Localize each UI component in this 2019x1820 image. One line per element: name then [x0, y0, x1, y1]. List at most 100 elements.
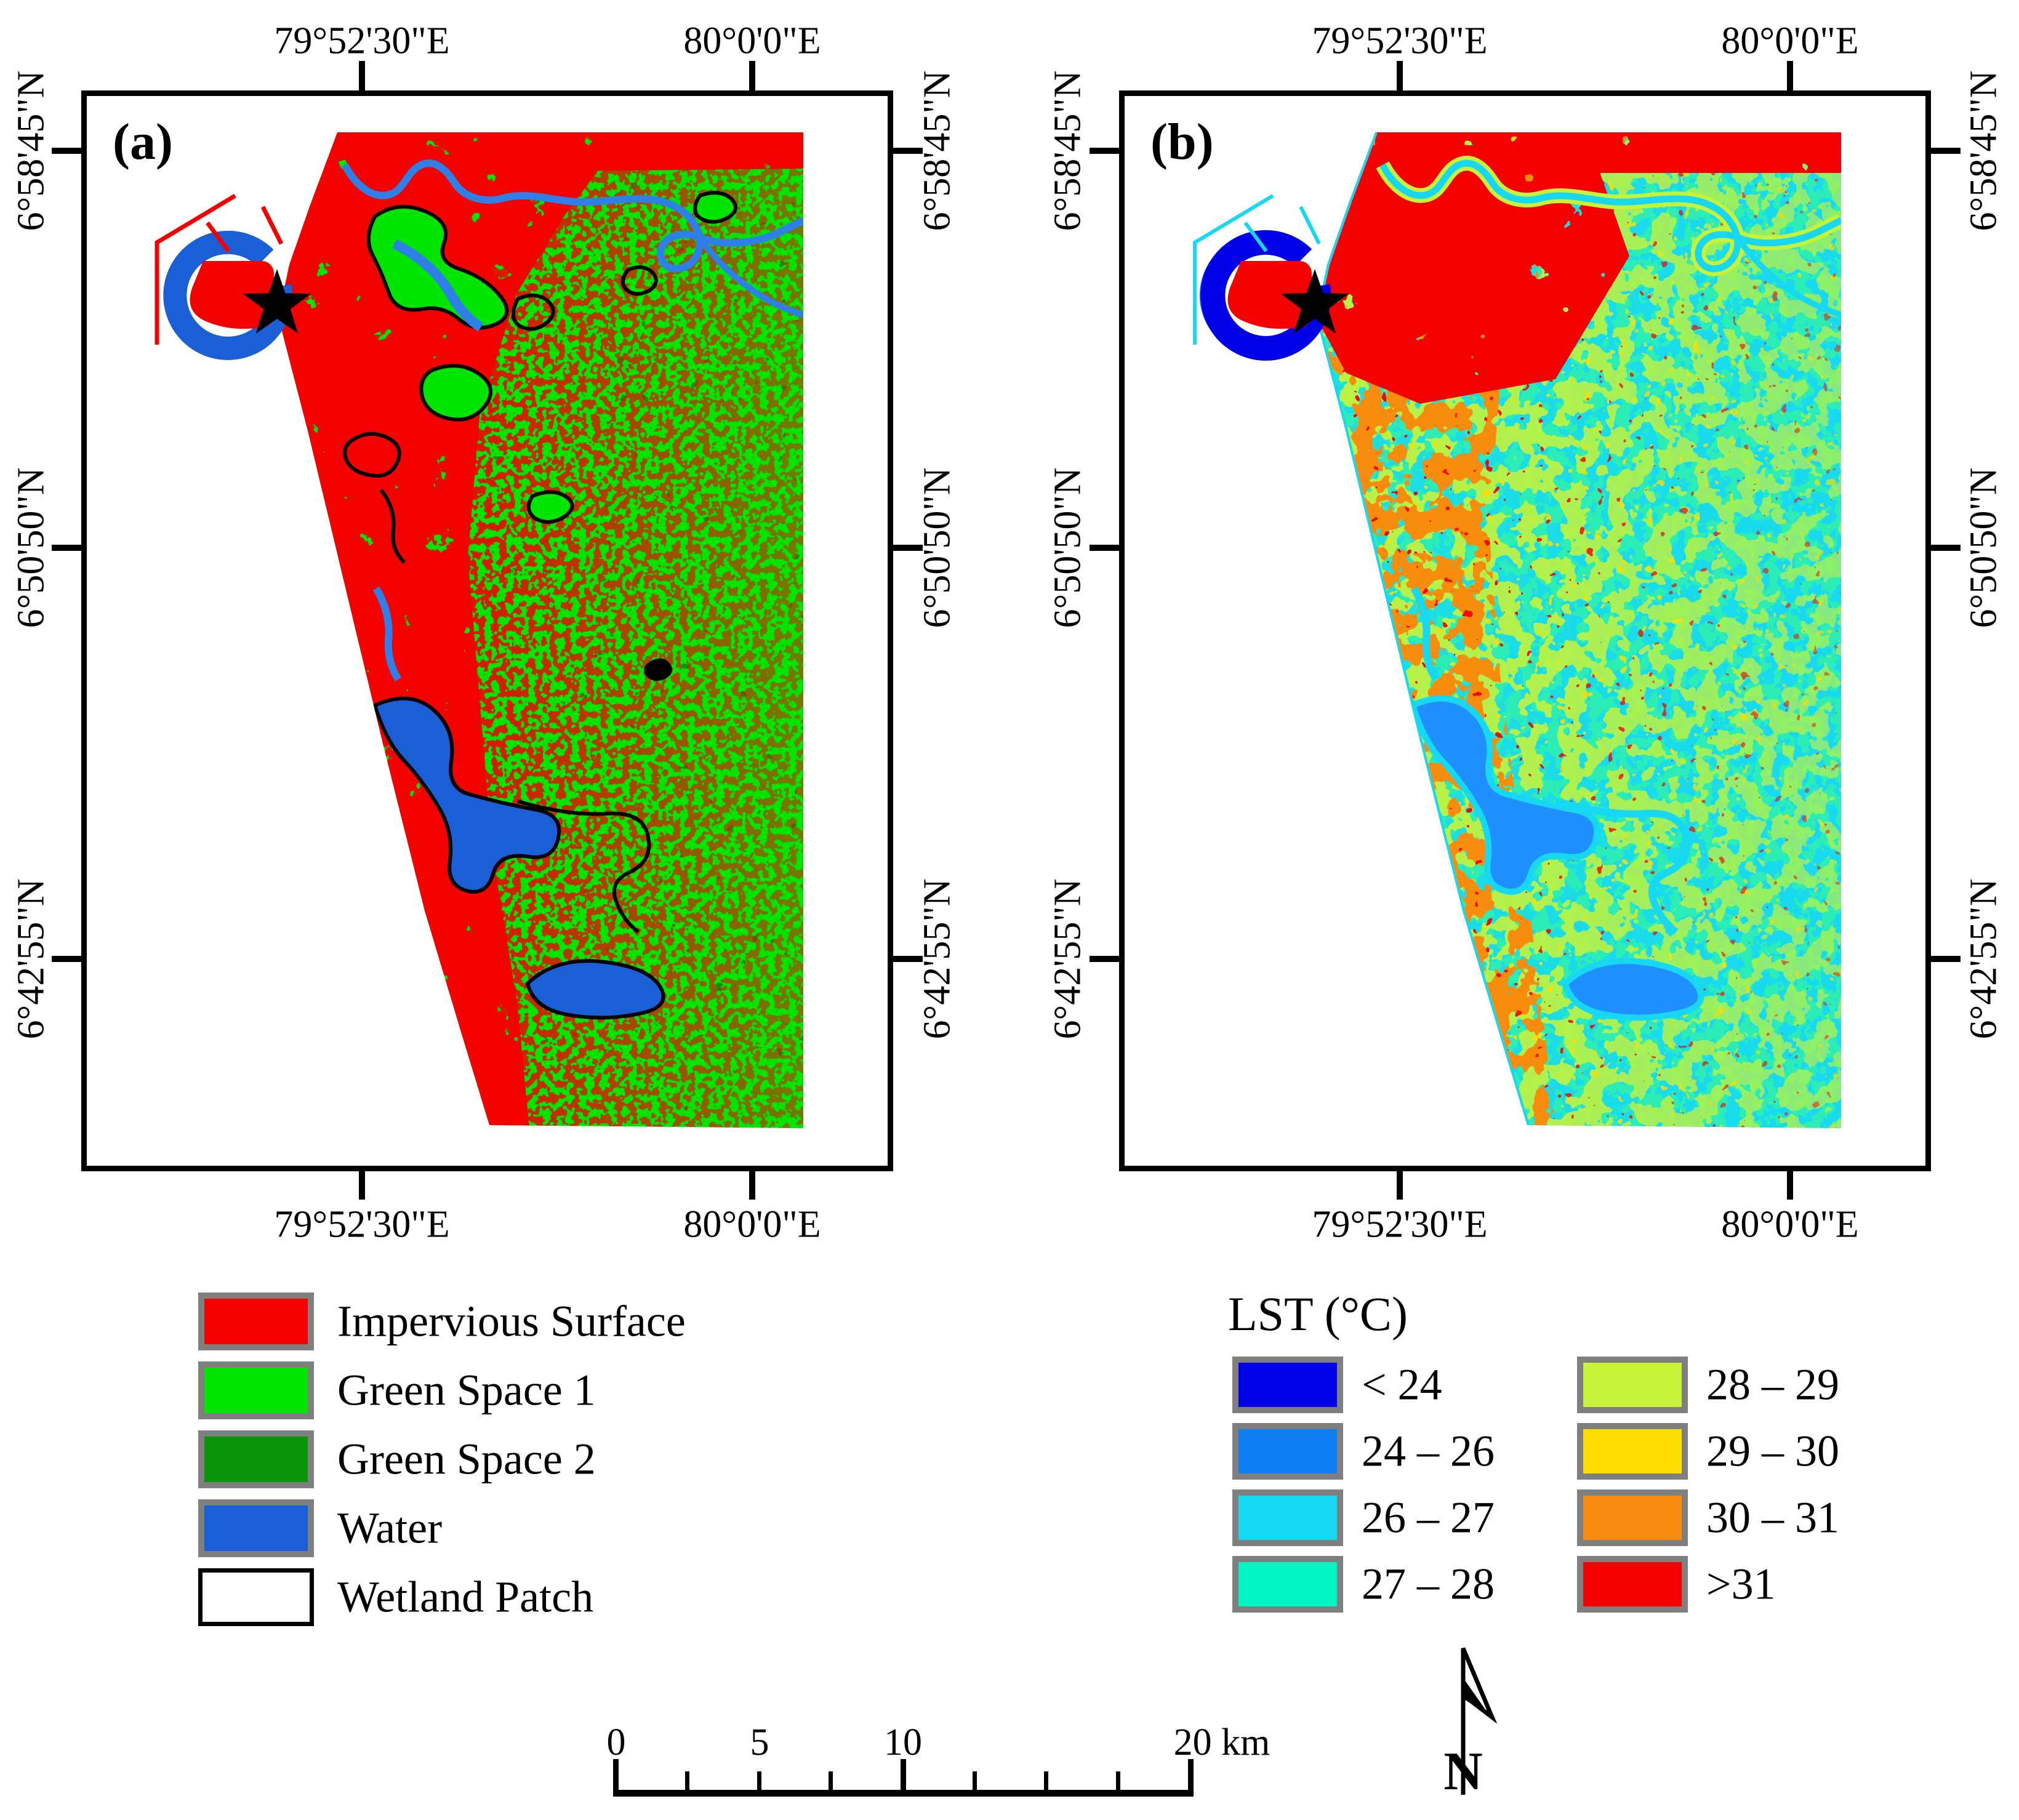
tick-top-a-0 [359, 61, 365, 90]
scalebar-tick-minor [1044, 1771, 1048, 1792]
lst-swatch-27-28 [1232, 1556, 1343, 1613]
tick-bottom-a-0 [359, 1171, 365, 1200]
legend-label-wetland: Wetland Patch [337, 1572, 594, 1622]
tick-left-b-0 [1090, 148, 1119, 154]
scalebar-label-5: 5 [750, 1722, 769, 1763]
lat-label-left-a-0: 6°58'45"N [10, 70, 52, 231]
map-b-coast-fringe [1316, 132, 1530, 1126]
scalebar-tick-minor [757, 1771, 761, 1792]
lon-label-top-b-0: 79°52'30"E [1312, 20, 1488, 62]
map-b-lakes [1408, 695, 1704, 1021]
legend-swatch-wetland [198, 1568, 314, 1626]
lst-label-gt31: >31 [1706, 1559, 1776, 1609]
map-a [155, 132, 803, 1128]
scalebar-label-20km: 20 km [1173, 1722, 1270, 1763]
scalebar-tick-minor [973, 1771, 977, 1792]
scalebar-tick-minor [1116, 1771, 1120, 1792]
breakwaters [155, 193, 284, 345]
tick-bottom-b-0 [1397, 1171, 1403, 1200]
lst-label-26-27: 26 – 27 [1362, 1493, 1495, 1542]
map-a-raster [278, 132, 803, 1128]
lst-label-lt24: < 24 [1362, 1360, 1442, 1409]
lst-label-27-28: 27 – 28 [1362, 1559, 1495, 1609]
tick-left-a-2 [52, 956, 81, 962]
lat-label-right-a-2: 6°42'55"N [916, 878, 958, 1040]
lat-label-left-b-1: 6°50'50"N [1046, 467, 1089, 628]
tick-left-a-1 [52, 545, 81, 551]
lon-label-top-a-1: 80°0'0"E [683, 20, 821, 62]
lst-label-30-31: 30 – 31 [1706, 1493, 1839, 1542]
tick-left-a-0 [52, 148, 81, 154]
lon-label-bottom-a-0: 79°52'30"E [274, 1203, 450, 1246]
lat-label-left-b-0: 6°58'45"N [1046, 70, 1089, 231]
scalebar-tick-10km [901, 1759, 906, 1792]
lat-label-right-b-0: 6°58'45"N [1962, 70, 2005, 231]
map-b [1193, 132, 1841, 1128]
map-a-city-star-icon [243, 269, 311, 334]
tick-bottom-a-1 [749, 1171, 755, 1200]
tick-right-b-0 [1931, 148, 1961, 154]
lst-swatch-29-30 [1577, 1423, 1688, 1480]
tick-top-b-0 [1397, 61, 1403, 90]
lat-label-right-a-0: 6°58'45"N [916, 70, 958, 231]
panel-a-frame [81, 90, 893, 1171]
scalebar-label-0: 0 [606, 1722, 626, 1763]
scalebar-label-10: 10 [884, 1722, 922, 1763]
breakwaters [1193, 194, 1321, 345]
map-a-diyawanna-lake [392, 239, 484, 332]
lon-label-bottom-b-1: 80°0'0"E [1721, 1203, 1859, 1246]
lon-label-bottom-a-1: 80°0'0"E [683, 1203, 821, 1246]
scalebar-tick-20km [1188, 1759, 1194, 1792]
legend-swatch-greenspace2 [198, 1430, 314, 1488]
tick-right-a-1 [893, 545, 923, 551]
legend-swatch-greenspace1 [198, 1361, 314, 1419]
lst-swatch-lt24 [1232, 1357, 1343, 1413]
lst-swatch-gt31 [1577, 1556, 1688, 1613]
lon-label-bottom-b-0: 79°52'30"E [1312, 1203, 1488, 1246]
lat-label-right-a-1: 6°50'50"N [916, 467, 958, 628]
map-b-city-star-icon [1280, 269, 1349, 334]
lst-label-28-29: 28 – 29 [1706, 1360, 1839, 1409]
tick-bottom-b-1 [1787, 1171, 1793, 1200]
lst-swatch-30-31 [1577, 1489, 1688, 1546]
lon-label-top-a-0: 79°52'30"E [274, 20, 450, 62]
legend-label-greenspace2: Green Space 2 [337, 1434, 596, 1484]
scalebar-tick-minor [829, 1771, 833, 1792]
lat-label-left-b-2: 6°42'55"N [1046, 878, 1089, 1040]
map-a-rivers [341, 159, 803, 682]
tick-left-b-1 [1090, 545, 1119, 551]
port-land [1227, 261, 1312, 329]
north-arrow-icon [1461, 1647, 1498, 1795]
map-b-port [1193, 194, 1331, 361]
map-b-rivers [1376, 156, 1841, 935]
tick-right-b-1 [1931, 545, 1961, 551]
lst-swatch-26-27 [1232, 1489, 1343, 1546]
legend-swatch-impervious [198, 1293, 314, 1350]
tick-top-a-1 [749, 61, 755, 90]
scalebar-baseline [613, 1790, 1194, 1797]
tick-top-b-1 [1787, 61, 1793, 90]
legend-label-water: Water [337, 1503, 443, 1553]
lst-label-29-30: 29 – 30 [1706, 1426, 1839, 1476]
lat-label-left-a-2: 6°42'55"N [10, 878, 52, 1040]
panel-a-label: (a) [113, 113, 173, 170]
tick-right-b-2 [1931, 956, 1961, 962]
scalebar-tick-minor [685, 1771, 689, 1792]
tick-right-a-2 [893, 956, 923, 962]
legend-swatch-water [198, 1499, 314, 1557]
panel-b-frame [1119, 90, 1931, 1171]
port-land [190, 261, 274, 329]
lst-label-24-26: 24 – 26 [1362, 1426, 1495, 1476]
north-arrow-label: N [1443, 1742, 1483, 1802]
lst-swatch-28-29 [1577, 1357, 1688, 1413]
panel-b-label: (b) [1150, 113, 1214, 170]
lat-label-left-a-1: 6°50'50"N [10, 467, 52, 628]
scalebar-tick-0km [613, 1759, 619, 1792]
tick-right-a-0 [893, 148, 923, 154]
map-a-port [155, 193, 293, 360]
tick-left-b-2 [1090, 956, 1119, 962]
lat-label-right-b-2: 6°42'55"N [1962, 878, 2005, 1040]
lst-swatch-24-26 [1232, 1423, 1343, 1480]
map-a-wetland-outlines [343, 191, 737, 681]
lat-label-right-b-1: 6°50'50"N [1962, 467, 2005, 628]
